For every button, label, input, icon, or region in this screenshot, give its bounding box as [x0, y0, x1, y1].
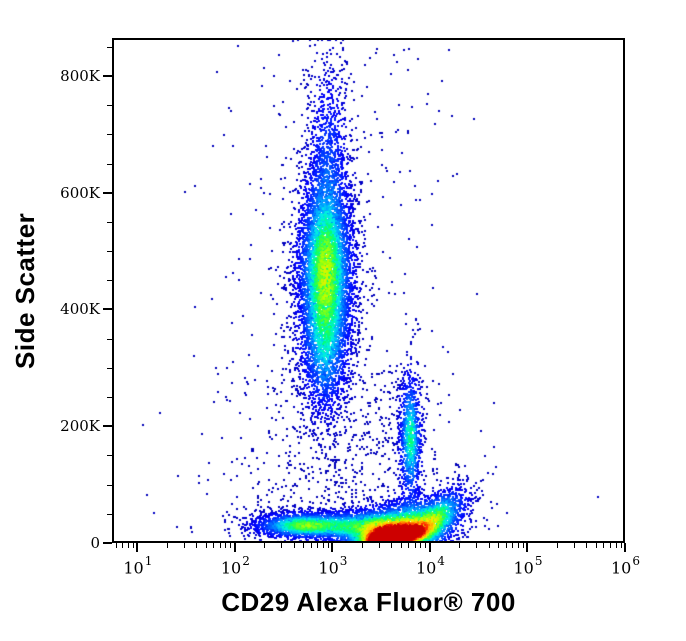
y-major-tick: [103, 74, 112, 77]
x-minor-tick: [362, 543, 363, 548]
x-minor-tick: [408, 543, 409, 548]
x-minor-tick: [616, 543, 617, 548]
y-minor-tick: [107, 514, 112, 515]
x-minor-tick: [415, 543, 416, 548]
x-minor-tick: [610, 543, 611, 548]
x-major-tick: [233, 543, 236, 552]
x-minor-tick: [184, 543, 185, 548]
x-minor-tick: [425, 543, 426, 548]
x-minor-tick: [323, 543, 324, 548]
y-minor-tick: [107, 222, 112, 223]
x-tick-label: 103: [318, 554, 348, 578]
y-tick-label: 400K: [60, 300, 100, 319]
x-minor-tick: [213, 543, 214, 548]
x-minor-tick: [506, 543, 507, 548]
y-tick-label: 0: [90, 534, 100, 552]
y-minor-tick: [107, 368, 112, 369]
x-minor-tick: [557, 543, 558, 548]
y-major-tick: [103, 542, 112, 544]
x-minor-tick: [459, 543, 460, 548]
x-major-tick: [136, 543, 139, 552]
x-minor-tick: [116, 543, 117, 548]
x-minor-tick: [206, 543, 207, 548]
x-minor-tick: [621, 543, 622, 548]
x-tick-label: 105: [513, 554, 543, 578]
x-minor-tick: [230, 543, 231, 548]
x-minor-tick: [328, 543, 329, 548]
x-minor-tick: [225, 543, 226, 548]
x-minor-tick: [574, 543, 575, 548]
y-major-tick: [103, 308, 112, 311]
x-minor-tick: [476, 543, 477, 548]
y-minor-tick: [107, 485, 112, 486]
x-tick-label: 104: [415, 554, 445, 578]
x-minor-tick: [489, 543, 490, 548]
x-minor-tick: [303, 543, 304, 548]
y-tick-label: 200K: [60, 417, 100, 436]
x-minor-tick: [391, 543, 392, 548]
x-minor-tick: [281, 543, 282, 548]
x-minor-tick: [586, 543, 587, 548]
y-tick-label: 600K: [60, 183, 100, 202]
x-minor-tick: [379, 543, 380, 548]
x-minor-tick: [128, 543, 129, 548]
x-minor-tick: [420, 543, 421, 548]
scatter-density-canvas: [112, 38, 625, 543]
y-minor-tick: [107, 397, 112, 398]
y-minor-tick: [107, 339, 112, 340]
y-minor-tick: [107, 280, 112, 281]
x-minor-tick: [294, 543, 295, 548]
x-minor-tick: [220, 543, 221, 548]
x-minor-tick: [401, 543, 402, 548]
y-major-tick: [103, 425, 112, 428]
y-minor-tick: [107, 134, 112, 135]
x-axis-title: CD29 Alexa Fluor® 700: [221, 587, 516, 617]
y-minor-tick: [107, 47, 112, 48]
x-minor-tick: [317, 543, 318, 548]
x-tick-label: 102: [220, 554, 250, 578]
x-major-tick: [526, 543, 529, 552]
x-minor-tick: [523, 543, 524, 548]
x-major-tick: [624, 543, 626, 552]
y-axis-title: Side Scatter: [10, 212, 40, 369]
x-minor-tick: [311, 543, 312, 548]
x-minor-tick: [603, 543, 604, 548]
y-major-tick: [103, 191, 112, 194]
x-minor-tick: [196, 543, 197, 548]
x-minor-tick: [518, 543, 519, 548]
x-major-tick: [331, 543, 334, 552]
x-minor-tick: [596, 543, 597, 548]
x-minor-tick: [498, 543, 499, 548]
x-minor-tick: [512, 543, 513, 548]
x-major-tick: [428, 543, 431, 552]
x-tick-label: 106: [611, 554, 640, 578]
x-tick-label: 101: [123, 554, 153, 578]
x-minor-tick: [133, 543, 134, 548]
x-minor-tick: [264, 543, 265, 548]
x-minor-tick: [122, 543, 123, 548]
y-minor-tick: [107, 105, 112, 106]
y-minor-tick: [107, 251, 112, 252]
y-minor-tick: [107, 164, 112, 165]
x-minor-tick: [167, 543, 168, 548]
y-tick-label: 800K: [60, 66, 100, 85]
y-minor-tick: [107, 455, 112, 456]
